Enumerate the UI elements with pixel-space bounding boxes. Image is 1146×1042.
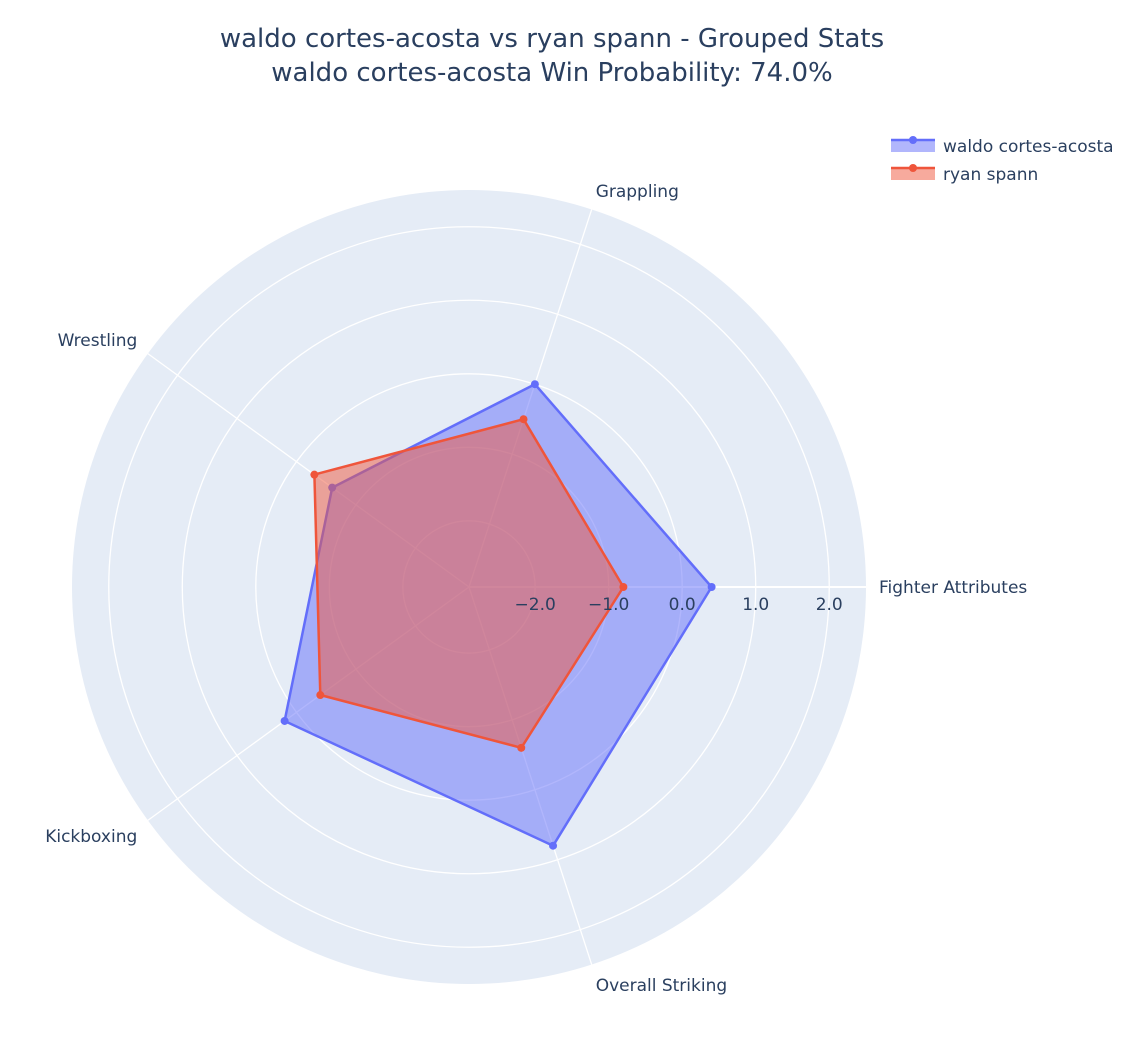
data-point: [549, 841, 558, 850]
legend-label: ryan spann: [943, 165, 1038, 185]
axis-label: Fighter Attributes: [879, 578, 1027, 598]
chart-subtitle: waldo cortes-acosta Win Probability: 74.…: [271, 58, 832, 88]
radial-tick-label: 0.0: [669, 595, 696, 615]
chart-title: waldo cortes-acosta vs ryan spann - Grou…: [220, 24, 884, 54]
legend-marker: [909, 136, 917, 144]
radial-tick-labels: −2.0 −1.0 0.0 1.0 2.0: [515, 595, 843, 615]
legend[interactable]: waldo cortes-acosta ryan spann: [891, 136, 1114, 185]
data-point: [310, 470, 319, 479]
radial-tick-label: −1.0: [588, 595, 629, 615]
legend-swatch: [891, 168, 935, 180]
series-layer: [280, 380, 716, 850]
legend-item-1[interactable]: ryan spann: [891, 164, 1038, 185]
axis-label: Overall Striking: [596, 976, 727, 996]
series-area: [313, 417, 625, 750]
legend-label: waldo cortes-acosta: [943, 137, 1114, 157]
legend-item-0[interactable]: waldo cortes-acosta: [891, 136, 1114, 157]
data-point: [619, 583, 628, 591]
data-point: [707, 583, 716, 591]
legend-swatch: [891, 140, 935, 152]
radial-tick-label: 2.0: [816, 595, 843, 615]
radial-tick-label: 1.0: [742, 595, 769, 615]
legend-marker: [909, 164, 917, 172]
axis-label: Kickboxing: [45, 827, 137, 847]
data-point: [517, 743, 526, 752]
data-point: [530, 380, 539, 389]
axis-label: Wrestling: [58, 331, 138, 351]
data-point: [316, 691, 325, 700]
axis-labels: Fighter Attributes Overall Striking Kickbo…: [45, 182, 1027, 996]
data-point: [519, 415, 528, 424]
series-1: [310, 415, 628, 752]
axis-label: Grappling: [596, 182, 679, 202]
data-point: [280, 716, 289, 725]
radial-tick-label: −2.0: [515, 595, 556, 615]
